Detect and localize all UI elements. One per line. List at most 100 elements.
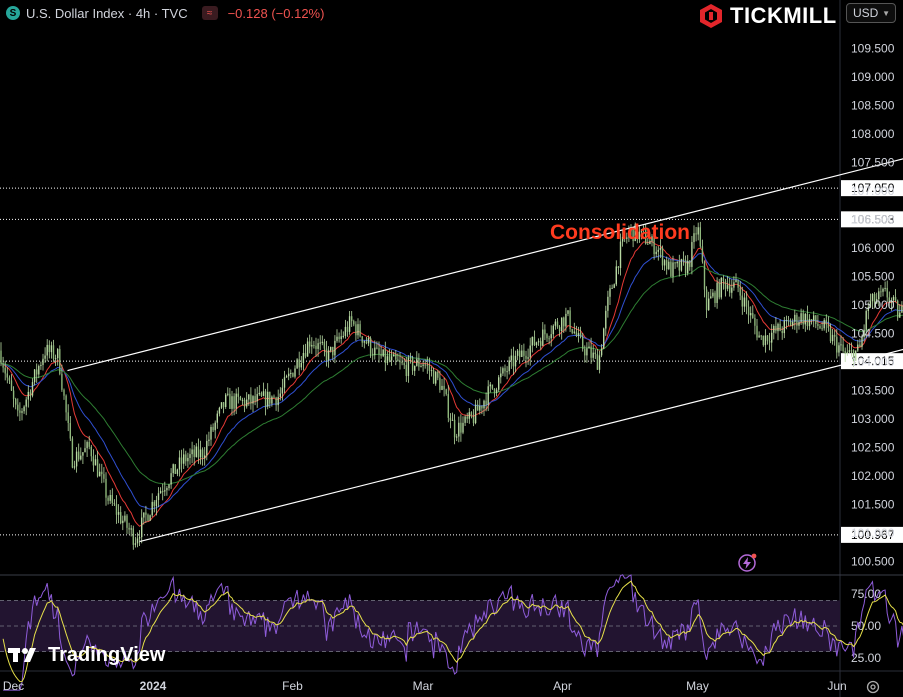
candle-body: [642, 229, 645, 231]
candle-body: [172, 464, 174, 474]
candle-body: [647, 243, 649, 245]
candle-body: [10, 380, 13, 391]
tickmill-logo-icon: [700, 4, 722, 28]
candle-body: [384, 349, 386, 363]
candle-body: [590, 346, 592, 358]
time-tick-label: May: [686, 679, 709, 693]
candle-body: [225, 394, 227, 407]
candle-body: [153, 501, 155, 507]
channel-upper-line: [67, 158, 903, 372]
candle-body: [21, 411, 23, 413]
price-tick-label: 108.000: [851, 127, 895, 141]
candle-body: [716, 282, 718, 303]
candle-body: [731, 287, 733, 293]
candle-body: [403, 363, 405, 365]
candle-body: [842, 344, 844, 351]
candle-body: [741, 295, 743, 307]
candle-body: [132, 528, 134, 545]
candle-body: [235, 393, 237, 409]
candle-body: [334, 340, 336, 356]
candle-body: [157, 493, 160, 501]
candle-body: [540, 341, 542, 346]
candle-body: [304, 352, 307, 357]
candle-body: [697, 227, 699, 235]
candle-body: [670, 261, 672, 277]
candle-body: [330, 346, 332, 351]
candle-body: [498, 377, 500, 390]
candle-body: [155, 500, 158, 507]
candle-body: [800, 313, 802, 322]
lightning-icon[interactable]: [737, 553, 757, 573]
price-axis: 109.500 109.000 108.500 108.000 107.500 107.0…: [851, 42, 895, 569]
candle-body: [40, 364, 42, 367]
candle-body: [143, 512, 145, 518]
candle-body: [789, 321, 792, 326]
candle-body: [197, 446, 200, 458]
broker-brand: TICKMILL: [698, 3, 837, 29]
candle-body: [162, 491, 164, 493]
candle-body: [668, 261, 670, 270]
candle-body: [168, 484, 170, 489]
price-tick-label: 107.000: [851, 184, 895, 198]
candle-body: [325, 348, 328, 361]
candle-body: [785, 320, 788, 322]
settings-gear-icon[interactable]: [866, 680, 880, 694]
rsi-pane: 75.00 50.00 25.00: [0, 574, 903, 691]
candle-body: [185, 454, 187, 462]
candle-body: [357, 324, 359, 336]
candle-body: [176, 469, 179, 474]
candle-body: [218, 407, 221, 414]
candle-body: [607, 296, 609, 311]
candle-body: [101, 471, 103, 475]
candle-body: [766, 335, 769, 342]
candle-body: [84, 448, 86, 453]
candle-body: [262, 391, 265, 396]
candle-body: [199, 449, 202, 458]
currency-select[interactable]: USD ▼: [846, 3, 896, 23]
candle-body: [848, 350, 851, 353]
candle-body: [674, 262, 676, 264]
candle-body: [775, 326, 777, 332]
candle-body: [260, 392, 263, 396]
candle-body: [470, 412, 473, 417]
candle-body: [416, 358, 418, 366]
candle-body: [388, 356, 391, 361]
candle-body: [596, 354, 599, 370]
candle-body: [619, 241, 622, 268]
candle-body: [6, 373, 8, 378]
candle-body: [355, 324, 357, 336]
candle-body: [296, 359, 298, 369]
rsi-signal-line: [2, 580, 903, 683]
candle-body: [342, 335, 344, 337]
candle-body: [718, 282, 720, 298]
candle-body: [193, 449, 195, 457]
candle-body: [806, 313, 809, 327]
candle-body: [149, 515, 151, 521]
candle-body: [735, 279, 737, 283]
candle-body: [865, 310, 867, 330]
candle-body: [823, 319, 825, 329]
candle-body: [609, 288, 611, 297]
candle-body: [363, 341, 365, 343]
candle-body: [521, 350, 523, 358]
candle-body: [237, 393, 239, 397]
chart-title[interactable]: U.S. Dollar Index · 4h · TVC: [26, 5, 188, 21]
candle-body: [227, 393, 229, 395]
candle-body: [787, 320, 790, 322]
candle-body: [344, 326, 347, 336]
candle-body: [579, 333, 582, 338]
candle-body: [439, 377, 441, 390]
candle-body: [773, 326, 775, 333]
time-axis: Dec2024FebMarAprMayJunJul: [3, 679, 847, 693]
candle-body: [306, 341, 309, 357]
candle-body: [844, 350, 846, 354]
candle-body: [680, 259, 683, 271]
candle-body: [447, 394, 449, 418]
candle-body: [729, 285, 731, 293]
candle-body: [130, 528, 132, 530]
candle-body: [869, 301, 872, 307]
price-tick-label: 105.000: [851, 298, 895, 312]
candle-body: [277, 396, 279, 406]
candle-body: [523, 350, 525, 356]
